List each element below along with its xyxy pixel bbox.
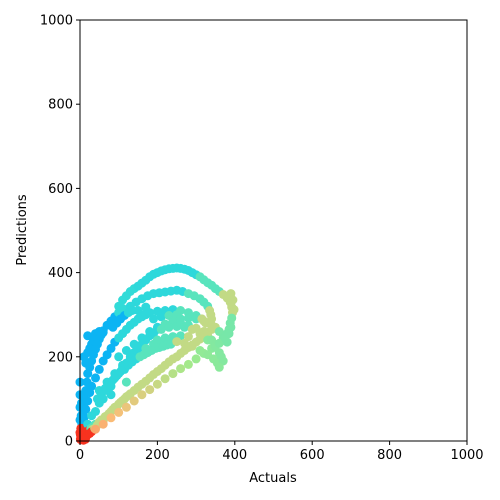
scatter-point — [91, 424, 100, 434]
scatter-point — [85, 388, 95, 398]
scatter-point — [207, 314, 217, 324]
scatter-point — [156, 312, 166, 322]
scatter-point — [187, 341, 197, 351]
scatter-point — [156, 324, 166, 334]
scatter-point — [222, 337, 232, 347]
x-tick-label: 0 — [76, 448, 84, 463]
x-axis: 0 200 400 600 800 1000 — [76, 441, 484, 463]
scatter-point — [172, 337, 182, 347]
scatter-point — [152, 379, 162, 389]
y-tick-label: 1000 — [40, 14, 73, 29]
scatter-point — [183, 332, 193, 342]
scatter-point — [129, 396, 139, 406]
y-tick-label: 200 — [48, 350, 73, 365]
scatter-point — [91, 373, 100, 383]
scatter-point — [214, 338, 224, 348]
scatter-point — [94, 398, 104, 408]
plot-frame — [79, 19, 468, 442]
scatter-point — [94, 364, 104, 374]
scatter-point — [114, 352, 124, 362]
scatter-point — [183, 359, 193, 369]
plot-background — [80, 20, 467, 441]
scatter-point — [228, 295, 238, 305]
scatter-point — [83, 369, 93, 379]
scatter-point — [145, 385, 155, 395]
scatter-point — [168, 369, 178, 379]
scatter-point — [149, 314, 158, 324]
y-tick-label: 0 — [65, 435, 73, 450]
x-tick-label: 600 — [300, 448, 325, 463]
plot-area — [75, 19, 468, 445]
scatter-point — [183, 313, 193, 323]
scatter-point — [87, 411, 97, 421]
scatter-point — [121, 377, 131, 387]
scatter-point — [176, 364, 186, 374]
scatter-point — [121, 402, 131, 412]
scatter-point — [80, 434, 90, 444]
scatter-point — [164, 322, 174, 332]
points-layer — [75, 263, 239, 445]
x-axis-label: Actuals — [249, 471, 297, 486]
scatter-point — [191, 354, 201, 364]
scatter-point — [98, 356, 108, 366]
y-axis: 0 200 400 600 800 1000 — [40, 14, 80, 450]
scatter-point — [224, 329, 234, 339]
scatter-point — [98, 419, 108, 429]
y-axis-label: Predictions — [15, 194, 30, 266]
scatter-point — [214, 362, 224, 372]
y-tick-label: 800 — [48, 98, 73, 113]
x-tick-label: 800 — [377, 448, 402, 463]
scatter-point — [106, 390, 116, 400]
y-tick-label: 600 — [48, 182, 73, 197]
scatter-point — [106, 413, 116, 423]
scatter-point — [114, 407, 124, 417]
x-tick-label: 400 — [222, 448, 247, 463]
x-tick-label: 200 — [145, 448, 170, 463]
scatter-point — [141, 335, 151, 345]
x-tick-label: 1000 — [450, 448, 483, 463]
scatter-point — [160, 374, 170, 384]
scatter-point — [137, 390, 147, 400]
y-tick-label: 400 — [48, 266, 73, 281]
